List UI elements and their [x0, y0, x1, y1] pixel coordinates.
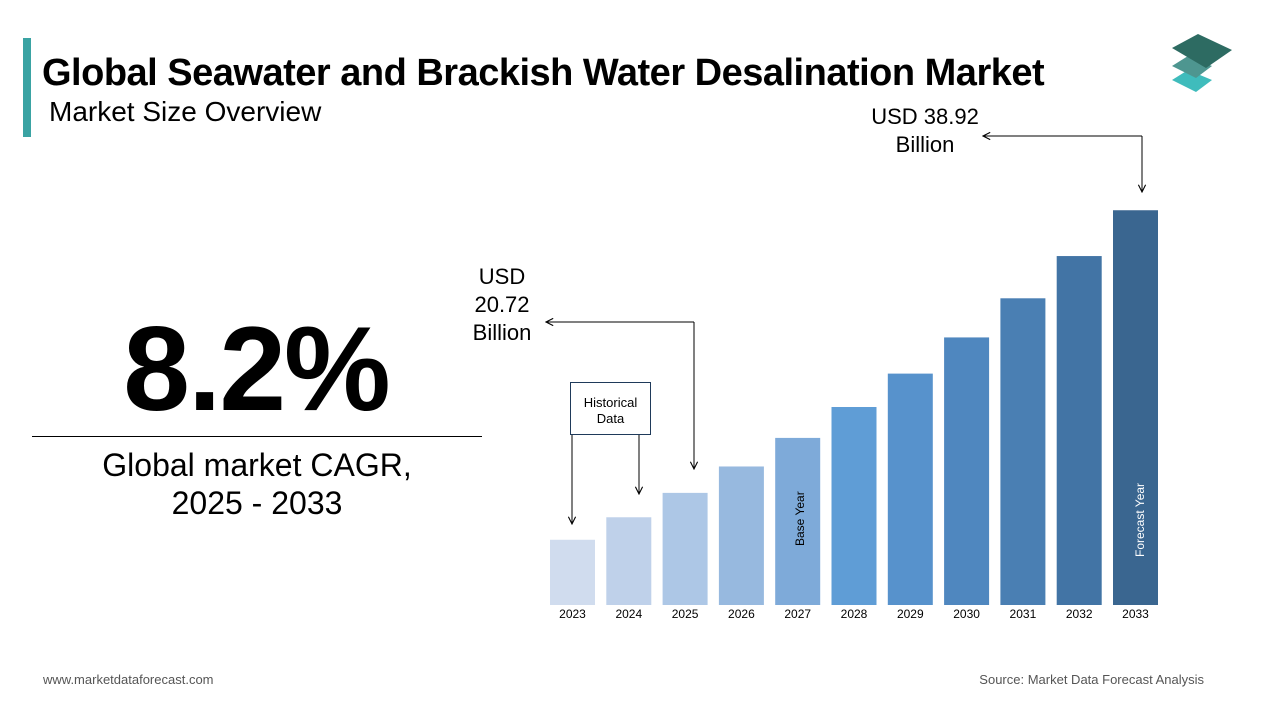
- bar-2026: [718, 466, 764, 605]
- bar-2027: [775, 437, 821, 605]
- bar-2023: [550, 539, 595, 605]
- page-title: Global Seawater and Brackish Water Desal…: [42, 52, 1045, 94]
- bar-2032: [1056, 256, 1102, 605]
- cagr-value: 8.2%: [123, 302, 391, 436]
- cagr-label: Global market CAGR, 2025 - 2033: [32, 446, 482, 522]
- x-tick-label: 2027: [784, 607, 811, 621]
- source-note: Source: Market Data Forecast Analysis: [979, 672, 1204, 687]
- start-value-line1: USD: [478, 264, 526, 289]
- bar-2031: [1000, 298, 1046, 605]
- end-value-line1: USD 38.92: [871, 104, 979, 129]
- x-tick-label: 2029: [897, 607, 924, 621]
- website-link[interactable]: www.marketdataforecast.com: [43, 672, 214, 687]
- cagr-label-line2: 2025 - 2033: [171, 485, 343, 521]
- x-tick-label: 2025: [672, 607, 699, 621]
- start-value-annotation: USD 20.72 Billion: [462, 263, 542, 347]
- cagr-label-line1: Global market CAGR,: [102, 447, 412, 483]
- forecast-year-label: Forecast Year: [1133, 483, 1147, 557]
- end-value-annotation: USD 38.92 Billion: [860, 103, 990, 159]
- bar-2028: [831, 407, 877, 605]
- historical-data-box: Historical Data: [570, 382, 651, 435]
- start-value-line2: 20.72: [474, 292, 530, 317]
- x-tick-label: 2026: [728, 607, 755, 621]
- bar-2033: [1113, 210, 1158, 605]
- x-tick-label: 2024: [615, 607, 642, 621]
- start-value-line3: Billion: [472, 320, 532, 345]
- x-tick-label: 2028: [841, 607, 868, 621]
- end-value-line2: Billion: [895, 132, 955, 157]
- page-subtitle: Market Size Overview: [49, 96, 322, 127]
- logo-icon: [1172, 34, 1232, 92]
- bar-2025: [662, 492, 708, 605]
- bar-2024: [606, 517, 652, 605]
- bar-2030: [944, 337, 990, 605]
- x-tick-label: 2033: [1122, 607, 1149, 621]
- x-tick-label: 2030: [953, 607, 980, 621]
- divider: [32, 436, 482, 437]
- bar-2029: [887, 373, 933, 605]
- x-tick-label: 2031: [1010, 607, 1037, 621]
- title-accent-bar: [23, 38, 31, 137]
- x-tick-label: 2032: [1066, 607, 1093, 621]
- base-year-label: Base Year: [793, 491, 807, 546]
- x-tick-label: 2023: [559, 607, 586, 621]
